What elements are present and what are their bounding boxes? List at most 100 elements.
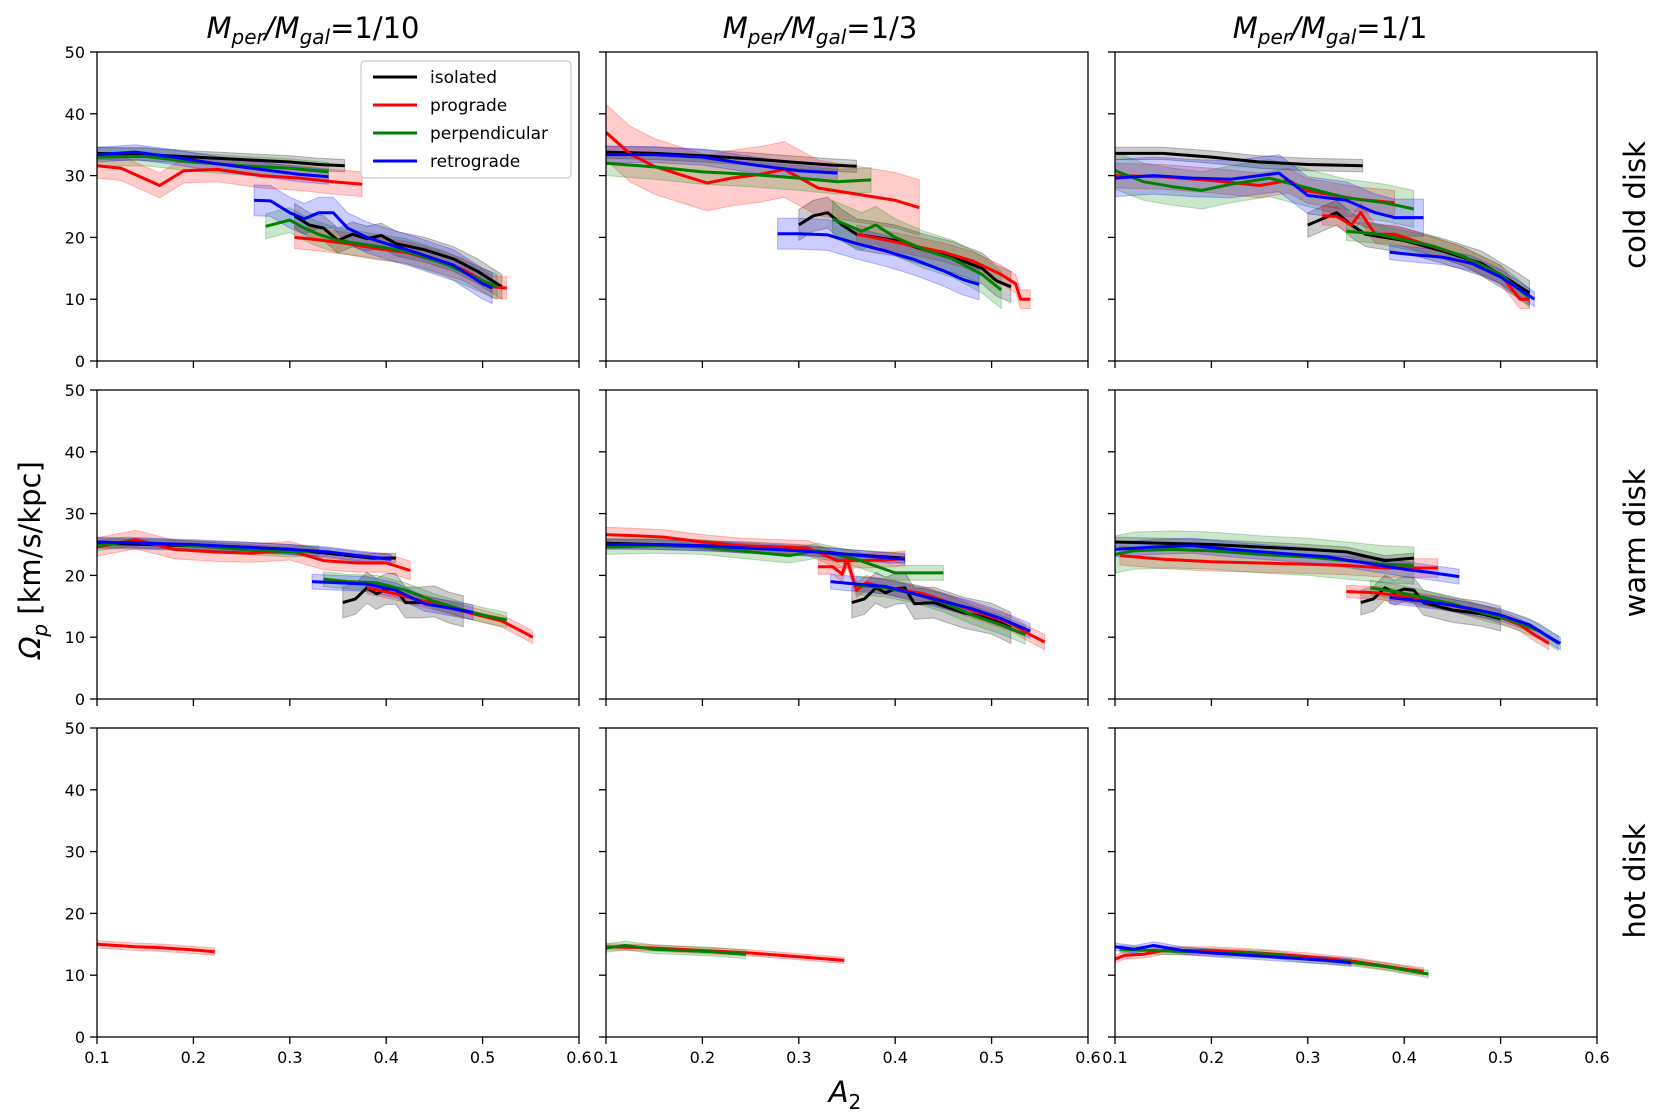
y-tick-label: 50 <box>65 719 85 738</box>
series-line-retrograde <box>606 153 838 175</box>
y-tick-label: 0 <box>75 1028 85 1047</box>
row-label-warm: warm disk <box>1618 468 1652 617</box>
series-line-perpendicular <box>1346 229 1531 300</box>
x-tick-label: 0.5 <box>1488 1048 1513 1067</box>
band-isolated <box>606 145 858 174</box>
panel-frame <box>605 727 1089 1038</box>
band-perpendicular <box>1119 944 1429 979</box>
band-perpendicular <box>606 537 944 581</box>
x-tick-label: 0.3 <box>1295 1048 1320 1067</box>
series-line-prograde <box>97 164 363 187</box>
plot-area <box>97 529 534 645</box>
series-line-perpendicular <box>1115 169 1415 211</box>
series-line-retrograde <box>606 543 905 561</box>
series-line-retrograde <box>830 580 1031 633</box>
x-tick-label: 0.3 <box>277 1048 302 1067</box>
series-line-isolated <box>1115 540 1414 563</box>
plot-area <box>606 940 845 965</box>
x-axis-label: A2 <box>827 1075 862 1114</box>
band-perpendicular <box>1115 151 1415 229</box>
series-line-retrograde <box>254 198 493 290</box>
column-title-1: Mper/Mgal=1/10 <box>207 11 420 49</box>
plot-area <box>1115 941 1429 979</box>
series-line-isolated <box>1115 151 1363 168</box>
series-line-retrograde <box>777 232 980 286</box>
x-tick-label: 0.5 <box>470 1048 495 1067</box>
y-tick-label: 50 <box>65 43 85 62</box>
panel-frame <box>605 51 1089 362</box>
x-tick-label: 0.1 <box>593 1048 618 1067</box>
series-line-retrograde <box>97 540 392 561</box>
band-isolated <box>1307 199 1530 307</box>
legend: isolated prograde perpendicular retrogra… <box>360 60 572 179</box>
band-retrograde <box>253 184 493 305</box>
y-tick-label: 40 <box>65 781 85 800</box>
legend-label-isolated: isolated <box>430 68 497 88</box>
panel-r0-c1 <box>599 51 1089 368</box>
x-tick-label: 0.6 <box>1584 1048 1609 1067</box>
band-prograde <box>1345 584 1550 651</box>
column-title-2: Mper/Mgal=1/3 <box>723 11 918 49</box>
series-line-retrograde <box>1389 596 1562 645</box>
panel-r1-c2 <box>1108 389 1598 706</box>
legend-label-prograde: prograde <box>430 96 507 116</box>
y-tick-label: 0 <box>75 690 85 709</box>
panel-frame <box>1114 389 1598 700</box>
band-prograde <box>817 550 1046 651</box>
band-perpendicular <box>832 199 1002 310</box>
y-tick-label: 10 <box>65 290 85 309</box>
x-tick-label: 0.6 <box>566 1048 591 1067</box>
row-label-cold: cold disk <box>1618 141 1652 269</box>
x-tick-label: 0.2 <box>181 1048 206 1067</box>
band-perpendicular <box>856 575 1026 645</box>
panel-frame <box>96 389 580 700</box>
series-line-retrograde <box>97 150 329 179</box>
panel-frame <box>1114 727 1598 1038</box>
plot-area <box>1115 530 1562 652</box>
panel-frame <box>1114 51 1598 362</box>
x-tick-label: 0.2 <box>690 1048 715 1067</box>
series-line-prograde <box>606 533 905 563</box>
series-line-retrograde <box>1115 544 1460 579</box>
plot-area <box>1115 146 1536 309</box>
x-tick-label: 0.1 <box>1102 1048 1127 1067</box>
band-retrograde <box>1115 154 1424 237</box>
panel-r0-c2 <box>1108 51 1598 368</box>
band-prograde <box>1115 946 1424 976</box>
panel-r2-c0: 0 10 20 30 40 50 0.1 0.2 0.3 0.4 0.5 0.6 <box>65 719 592 1067</box>
series-line-perpendicular <box>831 217 1003 292</box>
series-line-perpendicular <box>1119 947 1429 976</box>
x-tick-label: 0.2 <box>1199 1048 1224 1067</box>
series-line-prograde <box>97 942 215 954</box>
panel-frame <box>96 727 580 1038</box>
x-tick-label: 0.4 <box>373 1048 398 1067</box>
series-line-retrograde <box>1115 171 1424 220</box>
series-line-retrograde <box>1115 944 1352 965</box>
x-tick-label: 0.4 <box>1391 1048 1416 1067</box>
series-line-isolated <box>293 214 503 289</box>
series-line-perpendicular <box>606 161 872 184</box>
x-tick-label: 0.3 <box>786 1048 811 1067</box>
legend-frame <box>360 60 572 179</box>
y-tick-label: 30 <box>65 167 85 186</box>
y-tick-label: 20 <box>65 566 85 585</box>
plot-area <box>606 103 1031 310</box>
y-axis-label: Ωp [km/s/kpc] <box>13 461 52 660</box>
y-tick-label: 10 <box>65 628 85 647</box>
series-line-retrograde <box>1389 250 1536 301</box>
y-tick-label: 30 <box>65 505 85 524</box>
series-line-perpendicular <box>323 577 507 622</box>
legend-label-perpendicular: perpendicular <box>430 124 548 144</box>
panel-r1-c1 <box>599 389 1089 706</box>
band-perpendicular <box>265 207 498 300</box>
y-tick-label: 20 <box>65 904 85 923</box>
plot-area <box>97 940 216 956</box>
panel-r0-c0: 0 10 20 30 40 50 <box>65 43 580 371</box>
band-prograde <box>1321 202 1530 309</box>
panel-r2-c2: 0.1 0.2 0.3 0.4 0.5 0.6 <box>1102 727 1610 1067</box>
column-title-3: Mper/Mgal=1/1 <box>1233 11 1428 49</box>
series-line-prograde <box>606 131 920 210</box>
row-label-hot: hot disk <box>1618 823 1652 938</box>
